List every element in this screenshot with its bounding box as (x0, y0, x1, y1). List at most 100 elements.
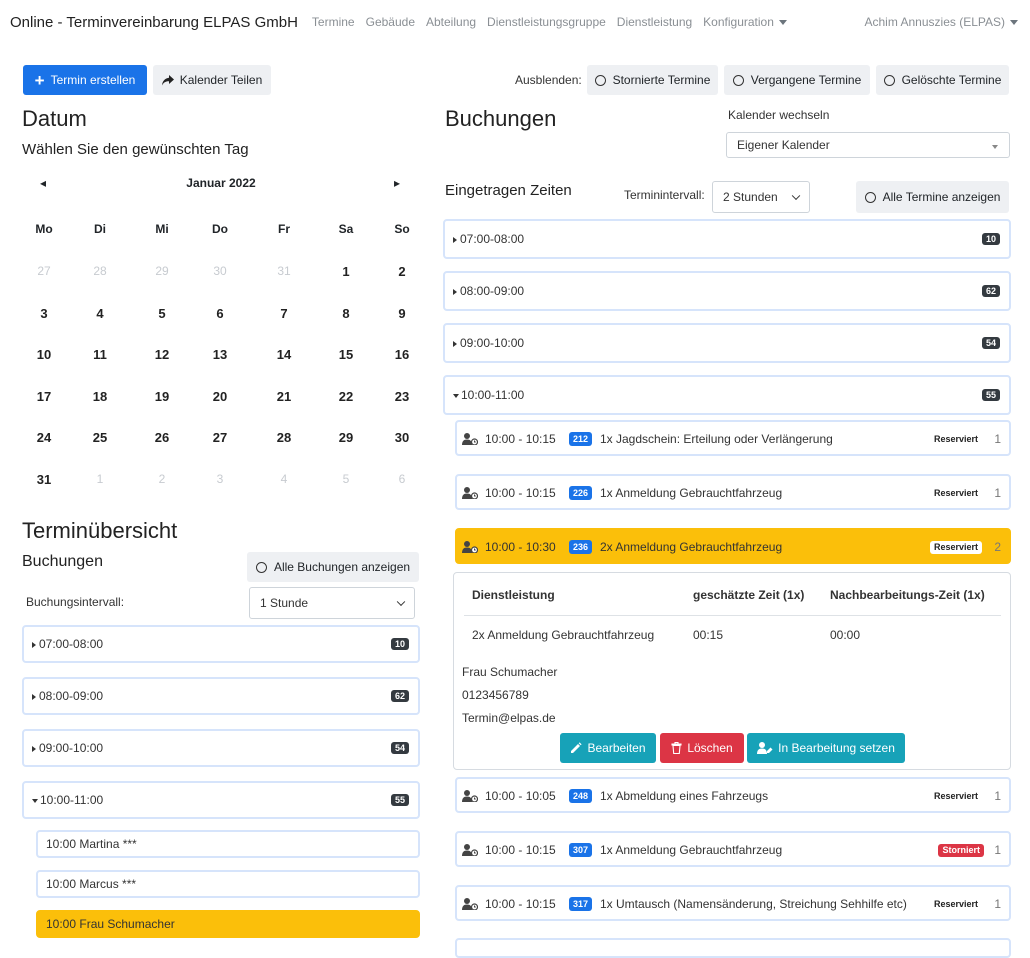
appointment-item[interactable]: 10:00 - 10:15 307 1x Anmeldung Gebrauchtfa… (455, 831, 1011, 867)
calendar-day[interactable]: 7 (280, 305, 288, 321)
nav-link-termine[interactable]: Termine (311, 15, 355, 29)
calendar-day[interactable]: 17 (36, 388, 52, 404)
hide-deleted-toggle[interactable]: Gelöschte Termine (876, 65, 1009, 95)
calendar-day[interactable]: 1 (342, 264, 350, 279)
calendar-day[interactable]: 28 (93, 264, 107, 278)
overview-slot[interactable]: 08:00-09:00 62 (22, 677, 420, 715)
calendar-day[interactable]: 5 (342, 471, 350, 486)
calendar-day[interactable]: 18 (92, 388, 108, 404)
booking-item-selected[interactable]: 10:00 Frau Schumacher (36, 910, 420, 938)
overview-slot-expanded[interactable]: 10:00-11:00 55 (22, 781, 420, 819)
appointment-item[interactable]: 10:00 - 10:15 212 1x Jagdschein: Erteilung… (455, 420, 1011, 456)
show-all-bookings-toggle[interactable]: Alle Buchungen anzeigen (247, 552, 419, 582)
time-slot-expanded[interactable]: 10:00-11:00 55 (443, 375, 1011, 415)
slot-count: 54 (390, 742, 409, 754)
hide-past-label: Vergangene Termine (750, 73, 862, 87)
calendar-day[interactable]: 28 (276, 430, 292, 445)
chevron-down-icon (791, 191, 801, 201)
calendar-day[interactable]: 16 (394, 347, 410, 362)
calendar-day[interactable]: 25 (92, 430, 108, 445)
calendar-day[interactable]: 23 (394, 388, 410, 404)
calendar-select[interactable]: Eigener Kalender (726, 132, 1010, 158)
calendar-day[interactable]: 21 (276, 388, 292, 404)
hide-cancelled-toggle[interactable]: Stornierte Termine (587, 65, 718, 95)
time-slot[interactable]: 09:00-10:00 54 (443, 323, 1011, 363)
calendar-prev-button[interactable]: ◂ (40, 176, 47, 190)
show-all-appointments-toggle[interactable]: Alle Termine anzeigen (856, 181, 1009, 213)
booking-item[interactable]: 10:00 Marcus *** (36, 870, 420, 898)
appointment-quantity: 1 (994, 843, 1001, 857)
appointment-item[interactable]: 10:00 - 10:15 317 1x Umtausch (Namensänder… (455, 885, 1011, 921)
overview-subtitle: Buchungen (22, 553, 103, 570)
set-in-progress-button[interactable]: In Bearbeitung setzen (747, 733, 905, 763)
calendar-day[interactable]: 4 (96, 305, 104, 321)
caret-right-icon (32, 745, 36, 752)
weekday-header: Mo (35, 222, 53, 236)
time-slot[interactable]: 07:00-08:00 10 (443, 219, 1011, 259)
calendar-day[interactable]: 1 (96, 471, 104, 486)
edit-button[interactable]: Bearbeiten (560, 733, 656, 763)
time-slot[interactable]: 08:00-09:00 62 (443, 271, 1011, 311)
share-calendar-button[interactable]: Kalender Teilen (153, 65, 271, 95)
nav-link-abteilung[interactable]: Abteilung (426, 15, 477, 29)
slot-count: 54 (981, 337, 1000, 349)
calendar-day[interactable]: 6 (216, 305, 224, 321)
appointment-service: 1x Abmeldung eines Fahrzeugs (600, 789, 769, 803)
slot-time: 09:00-10:00 (460, 336, 525, 350)
brand[interactable]: Online - Terminvereinbarung ELPAS GmbH (10, 13, 298, 31)
calendar-day[interactable]: 22 (338, 388, 354, 404)
caret-right-icon (32, 693, 36, 700)
nav-link-dienstleistung[interactable]: Dienstleistung (616, 15, 693, 29)
appointment-item[interactable]: 10:00 - 10:05 248 1x Abmeldung eines Fahrz… (455, 777, 1011, 813)
calendar-day[interactable]: 2 (158, 471, 166, 486)
appointment-interval-label: Terminintervall: (624, 188, 705, 202)
calendar-day[interactable]: 4 (280, 471, 288, 486)
booking-item[interactable]: 10:00 Martina *** (36, 830, 420, 858)
calendar-next-button[interactable]: ▸ (394, 176, 401, 190)
calendar-day[interactable]: 2 (398, 264, 406, 279)
calendar-day[interactable]: 27 (212, 430, 228, 445)
appointment-item-selected[interactable]: 10:00 - 10:30 236 2x Anmeldung Gebrauchtfa… (455, 528, 1011, 564)
calendar-day[interactable]: 30 (394, 430, 410, 445)
slot-time: 08:00-09:00 (460, 284, 525, 298)
create-appointment-button[interactable]: + Termin erstellen (23, 65, 147, 95)
calendar-day[interactable]: 24 (36, 430, 52, 445)
calendar-day[interactable]: 12 (154, 347, 170, 362)
times-label: Eingetragen Zeiten (445, 182, 572, 199)
appointment-interval-select[interactable]: 2 Stunden (712, 181, 810, 213)
delete-button[interactable]: Löschen (660, 733, 744, 763)
calendar-day[interactable]: 11 (93, 347, 107, 362)
nav-link-gebaeude[interactable]: Gebäude (365, 15, 415, 29)
slot-time: 09:00-10:00 (39, 741, 104, 755)
calendar-day[interactable]: 14 (276, 347, 292, 362)
calendar-day[interactable]: 20 (212, 388, 228, 404)
nav-link-konfiguration[interactable]: Konfiguration (703, 15, 787, 29)
hide-past-toggle[interactable]: Vergangene Termine (724, 65, 870, 95)
delete-label: Löschen (687, 741, 733, 755)
calendar-day[interactable]: 9 (398, 305, 406, 321)
calendar-day[interactable]: 10 (36, 347, 52, 362)
calendar-day[interactable]: 29 (155, 264, 169, 278)
calendar-day[interactable]: 3 (40, 305, 48, 321)
calendar-day[interactable]: 26 (154, 430, 170, 445)
booking-interval-select[interactable]: 1 Stunde (249, 587, 415, 619)
user-clock-icon (462, 790, 479, 803)
calendar-day[interactable]: 19 (154, 388, 170, 404)
calendar-day[interactable]: 15 (338, 347, 354, 362)
calendar-day[interactable]: 30 (213, 264, 227, 278)
calendar-day[interactable]: 6 (398, 471, 406, 486)
nav-link-dienstleistungsgruppe[interactable]: Dienstleistungsgruppe (487, 15, 606, 29)
calendar-day[interactable]: 29 (338, 430, 354, 445)
overview-slot[interactable]: 09:00-10:00 54 (22, 729, 420, 767)
appointment-item-partial[interactable] (455, 938, 1011, 958)
calendar-day[interactable]: 8 (342, 305, 350, 321)
user-menu[interactable]: Achim Annuszies (ELPAS) (864, 15, 1018, 29)
appointment-item[interactable]: 10:00 - 10:15 226 1x Anmeldung Gebrauchtfa… (455, 474, 1011, 510)
calendar-day[interactable]: 3 (216, 471, 224, 486)
calendar-day[interactable]: 5 (158, 305, 166, 321)
overview-slot[interactable]: 07:00-08:00 10 (22, 625, 420, 663)
calendar-day[interactable]: 27 (37, 264, 51, 278)
calendar-day[interactable]: 31 (36, 471, 52, 487)
calendar-day[interactable]: 31 (277, 264, 291, 278)
calendar-day[interactable]: 13 (212, 347, 228, 362)
